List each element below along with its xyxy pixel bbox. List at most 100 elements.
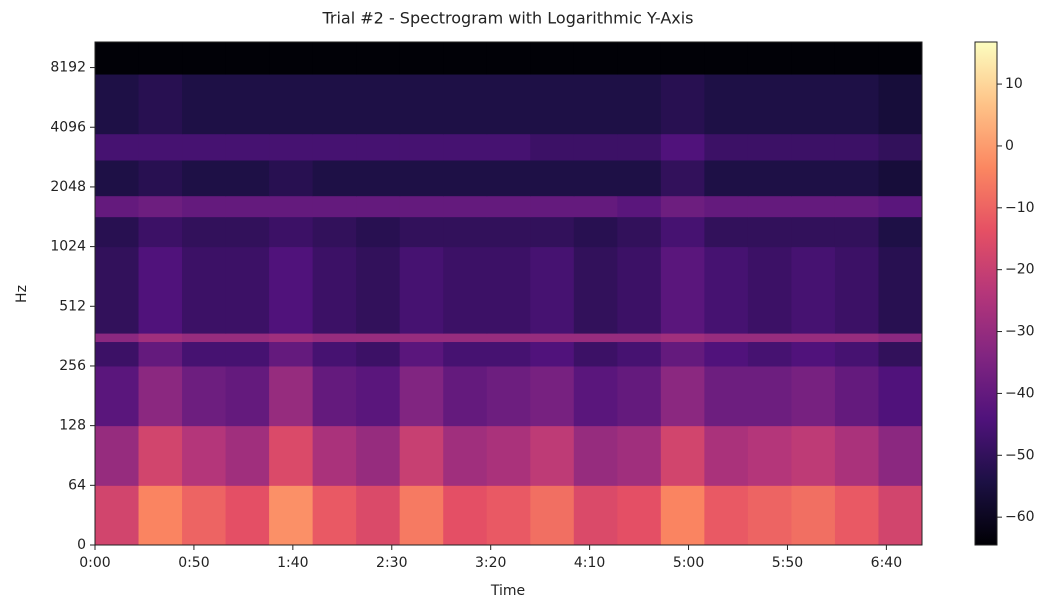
heatmap-cell xyxy=(356,365,401,427)
heatmap-cell xyxy=(356,341,401,367)
heatmap-cell xyxy=(747,425,792,486)
x-tick-label: 5:00 xyxy=(673,555,704,571)
heatmap-cell xyxy=(269,365,314,427)
heatmap-cell xyxy=(660,195,705,218)
heatmap-cell xyxy=(95,425,140,486)
heatmap-cell xyxy=(486,216,531,248)
heatmap-cell xyxy=(573,246,618,334)
heatmap-cell xyxy=(443,341,488,367)
heatmap-cell xyxy=(138,216,183,248)
heatmap-cell xyxy=(530,74,575,135)
heatmap-cell xyxy=(660,133,705,161)
heatmap-cell xyxy=(443,42,488,75)
heatmap-cell xyxy=(312,195,357,218)
heatmap-cell xyxy=(747,365,792,427)
heatmap-cell xyxy=(573,216,618,248)
heatmap-cell xyxy=(747,160,792,197)
heatmap-cell xyxy=(399,485,444,546)
heatmap-cell xyxy=(530,246,575,334)
heatmap-cell xyxy=(834,485,879,546)
heatmap-cell xyxy=(486,133,531,161)
heatmap-cell xyxy=(878,341,923,367)
heatmap-cell xyxy=(878,365,923,427)
heatmap-cell xyxy=(617,160,662,197)
heatmap-cell xyxy=(269,341,314,367)
colorbar-tick-label: −40 xyxy=(1005,385,1035,401)
x-axis-label: Time xyxy=(490,583,525,599)
heatmap-cell xyxy=(573,425,618,486)
heatmap-cell xyxy=(834,365,879,427)
heatmap-cell xyxy=(530,485,575,546)
x-tick-label: 3:20 xyxy=(475,555,506,571)
heatmap-cell xyxy=(138,160,183,197)
heatmap-cell xyxy=(269,74,314,135)
heatmap-cell xyxy=(791,74,836,135)
y-tick-label: 128 xyxy=(59,418,86,434)
heatmap-cell xyxy=(443,160,488,197)
heatmap-cell xyxy=(791,160,836,197)
x-tick-label: 0:00 xyxy=(79,555,110,571)
heatmap-cell xyxy=(182,485,227,546)
x-tick-label: 6:40 xyxy=(871,555,902,571)
heatmap-cell xyxy=(312,485,357,546)
heatmap-cell xyxy=(443,133,488,161)
heatmap-cell xyxy=(312,341,357,367)
heatmap-cell xyxy=(834,133,879,161)
heatmap-cell xyxy=(530,365,575,427)
heatmap-cell xyxy=(573,333,618,343)
heatmap-cell xyxy=(312,246,357,334)
heatmap-cell xyxy=(312,74,357,135)
colorbar xyxy=(974,41,998,546)
heatmap-cell xyxy=(95,42,140,75)
heatmap-cell xyxy=(399,365,444,427)
heatmap-cell xyxy=(95,74,140,135)
heatmap-cell xyxy=(834,425,879,486)
x-tick-label: 5:50 xyxy=(772,555,803,571)
heatmap-cell xyxy=(834,216,879,248)
heatmap-cell xyxy=(225,133,270,161)
colorbar-tick-label: 0 xyxy=(1005,138,1014,154)
heatmap-cell xyxy=(834,42,879,75)
heatmap-cell xyxy=(225,195,270,218)
heatmap-cell xyxy=(95,160,140,197)
heatmap-cell xyxy=(791,341,836,367)
heatmap-cell xyxy=(704,365,749,427)
heatmap-cell xyxy=(704,133,749,161)
heatmap-cell xyxy=(878,74,923,135)
heatmap-cell xyxy=(660,74,705,135)
heatmap-cell xyxy=(530,333,575,343)
heatmap-cell xyxy=(791,216,836,248)
heatmap-cell xyxy=(138,195,183,218)
heatmap-cell xyxy=(356,333,401,343)
heatmap-cell xyxy=(225,216,270,248)
heatmap-cell xyxy=(225,365,270,427)
heatmap-cell xyxy=(182,425,227,486)
heatmap-cell xyxy=(878,42,923,75)
heatmap-cell xyxy=(312,333,357,343)
heatmap-cell xyxy=(791,133,836,161)
heatmap-cell xyxy=(486,341,531,367)
heatmap-cell xyxy=(486,160,531,197)
heatmap-cell xyxy=(225,246,270,334)
heatmap-cell xyxy=(399,246,444,334)
heatmap-cell xyxy=(138,365,183,427)
heatmap-cell xyxy=(443,195,488,218)
heatmap-cell xyxy=(225,42,270,75)
heatmap-cell xyxy=(704,485,749,546)
heatmap-cell xyxy=(660,333,705,343)
heatmap-cell xyxy=(660,365,705,427)
heatmap-cell xyxy=(182,133,227,161)
heatmap-cell xyxy=(399,74,444,135)
heatmap-cell xyxy=(443,333,488,343)
heatmap-cell xyxy=(617,485,662,546)
heatmap-cell xyxy=(269,42,314,75)
heatmap-cell xyxy=(660,160,705,197)
heatmap-cell xyxy=(834,333,879,343)
heatmap-cell xyxy=(617,195,662,218)
heatmap-cell xyxy=(704,42,749,75)
heatmap-cell xyxy=(138,341,183,367)
heatmap-cell xyxy=(747,74,792,135)
heatmap-cell xyxy=(356,425,401,486)
heatmap-cell xyxy=(225,333,270,343)
colorbar-tick-label: 10 xyxy=(1005,76,1023,92)
